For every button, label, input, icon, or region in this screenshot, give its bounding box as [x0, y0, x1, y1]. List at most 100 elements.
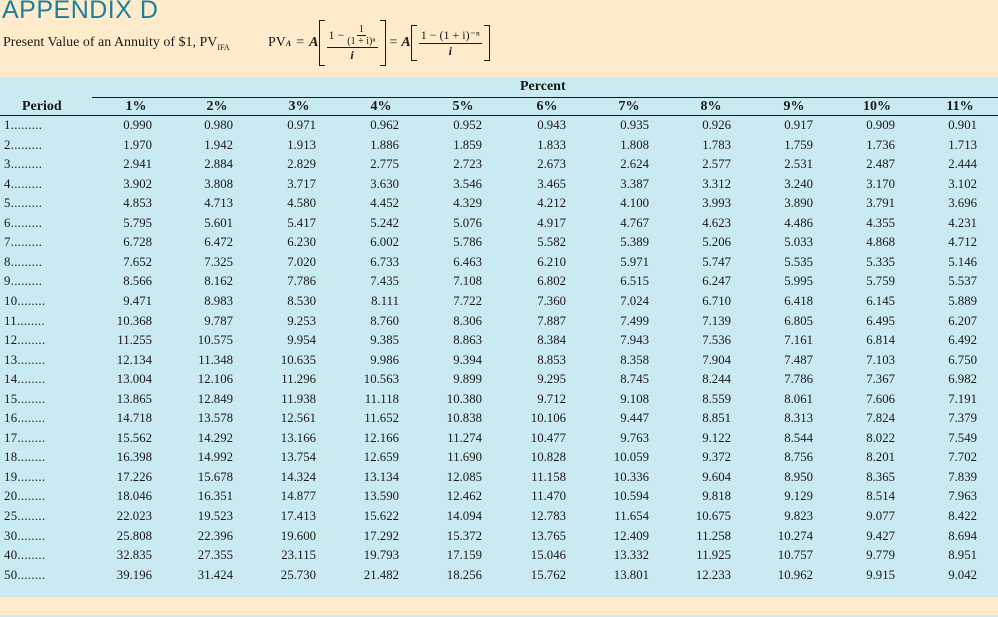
value-cell: 2.829 — [287, 157, 316, 172]
value-cell: 2.723 — [453, 157, 482, 172]
value-cell: 4.580 — [287, 196, 316, 211]
column-header-10pct: 10% — [863, 99, 891, 114]
value-cell: 5.076 — [453, 215, 482, 230]
value-cell: 6.207 — [948, 313, 977, 328]
annuity-table: Percent Period 1% 2% 3% 4% 5% 6% 7% 8% 9% 10% 11% 1… — [0, 77, 998, 597]
value-cell: 8.694 — [948, 528, 977, 543]
value-cell: 7.824 — [866, 411, 895, 426]
value-cell: 0.943 — [537, 118, 566, 132]
column-header-1pct: 1% — [125, 99, 147, 114]
value-cell: 11.654 — [614, 509, 649, 523]
value-cell: 8.061 — [784, 391, 813, 406]
value-cell: 4.231 — [948, 215, 977, 230]
value-cell: 10.757 — [777, 548, 813, 563]
value-cell: 17.159 — [446, 548, 482, 563]
value-cell: 3.630 — [370, 176, 399, 191]
period-cell: 11........ — [4, 313, 45, 328]
period-cell: 25........ — [4, 509, 46, 523]
value-cell: 13.754 — [280, 450, 316, 465]
value-cell: 7.360 — [537, 293, 566, 308]
value-cell: 8.313 — [784, 411, 813, 426]
value-cell: 0.990 — [123, 118, 152, 132]
value-cell: 7.487 — [784, 352, 813, 367]
table-row: 30........ 25.808 22.396 19.600 17.292 15.372… — [0, 529, 998, 549]
value-cell: 5.535 — [784, 254, 813, 269]
value-cell: 9.787 — [204, 313, 233, 328]
value-cell: 25.808 — [116, 528, 152, 543]
value-cell: 7.103 — [866, 352, 895, 367]
table-row: 11........ 10.368 9.787 9.253 8.760 8.306 7.88… — [0, 314, 998, 334]
value-cell: 14.718 — [116, 411, 152, 426]
value-cell: 7.024 — [620, 293, 649, 308]
table-row: 12........ 11.255 10.575 9.954 9.385 8.863 8.3… — [0, 333, 998, 353]
value-cell: 12.409 — [613, 528, 649, 543]
value-cell: 14.292 — [197, 430, 233, 445]
value-cell: 9.823 — [784, 509, 813, 523]
value-cell: 0.926 — [702, 118, 731, 132]
value-cell: 6.145 — [866, 293, 895, 308]
value-cell: 25.730 — [280, 567, 316, 582]
value-cell: 4.329 — [453, 196, 482, 211]
value-cell: 13.578 — [197, 411, 233, 426]
value-cell: 7.904 — [702, 352, 731, 367]
value-cell: 11.296 — [281, 372, 316, 387]
value-cell: 11.925 — [696, 548, 731, 563]
value-cell: 12.085 — [446, 469, 482, 484]
value-cell: 32.835 — [116, 548, 152, 563]
value-cell: 8.544 — [784, 430, 813, 445]
value-cell: 2.531 — [784, 157, 813, 172]
value-cell: 14.877 — [280, 489, 316, 504]
value-cell: 12.561 — [280, 411, 316, 426]
value-cell: 7.943 — [620, 333, 649, 348]
inner-den: (1 + i)ⁿ — [347, 35, 376, 47]
column-header-3pct: 3% — [288, 99, 310, 114]
value-cell: 8.756 — [784, 450, 813, 465]
formula-A-1: A — [309, 35, 319, 50]
value-cell: 6.750 — [948, 352, 977, 367]
annuity-formula: PV A = A 1 − 1 (1 + i)ⁿ i = A 1 − (1 + i)⁻… — [268, 18, 490, 68]
value-cell: 3.902 — [123, 176, 152, 191]
value-cell: 4.868 — [866, 235, 895, 250]
value-cell: 5.601 — [204, 215, 233, 230]
value-cell: 2.624 — [620, 157, 649, 172]
value-cell: 2.673 — [537, 157, 566, 172]
value-cell: 9.122 — [702, 430, 731, 445]
value-cell: 5.389 — [620, 235, 649, 250]
value-cell: 18.256 — [446, 567, 482, 582]
value-cell: 11.652 — [364, 411, 399, 426]
column-header-9pct: 9% — [783, 99, 805, 114]
period-header: Period — [22, 99, 62, 114]
formula-lhs-sub: A — [285, 38, 292, 48]
value-cell: 7.839 — [948, 469, 977, 484]
value-cell: 13.765 — [530, 528, 566, 543]
period-cell: 15........ — [4, 391, 46, 406]
value-cell: 6.495 — [866, 313, 895, 328]
value-cell: 7.499 — [620, 313, 649, 328]
period-cell: 50........ — [4, 567, 46, 582]
value-cell: 9.763 — [620, 430, 649, 445]
formula-fraction-2: 1 − (1 + i)⁻ⁿ i — [418, 28, 482, 59]
value-cell: 7.606 — [866, 391, 895, 406]
value-cell: 1.783 — [702, 137, 731, 152]
value-cell: 3.808 — [204, 176, 233, 191]
value-cell: 4.355 — [866, 215, 895, 230]
value-cell: 10.675 — [695, 509, 731, 523]
value-cell: 11.348 — [198, 352, 233, 367]
value-cell: 17.292 — [363, 528, 399, 543]
value-cell: 9.394 — [453, 352, 482, 367]
value-cell: 10.380 — [446, 391, 482, 406]
value-cell: 11.118 — [364, 391, 399, 406]
value-cell: 9.427 — [866, 528, 895, 543]
value-cell: 0.962 — [370, 118, 399, 132]
value-cell: 4.767 — [620, 215, 649, 230]
value-cell: 11.255 — [117, 333, 152, 348]
value-cell: 11.690 — [447, 450, 482, 465]
formula-lhs: PV — [268, 35, 286, 50]
value-cell: 1.808 — [620, 137, 649, 152]
value-cell: 9.712 — [537, 391, 566, 406]
value-cell: 8.162 — [204, 274, 233, 289]
value-cell: 13.801 — [613, 567, 649, 582]
value-cell: 8.111 — [371, 293, 399, 308]
value-cell: 0.901 — [948, 118, 977, 132]
value-cell: 13.166 — [280, 430, 316, 445]
